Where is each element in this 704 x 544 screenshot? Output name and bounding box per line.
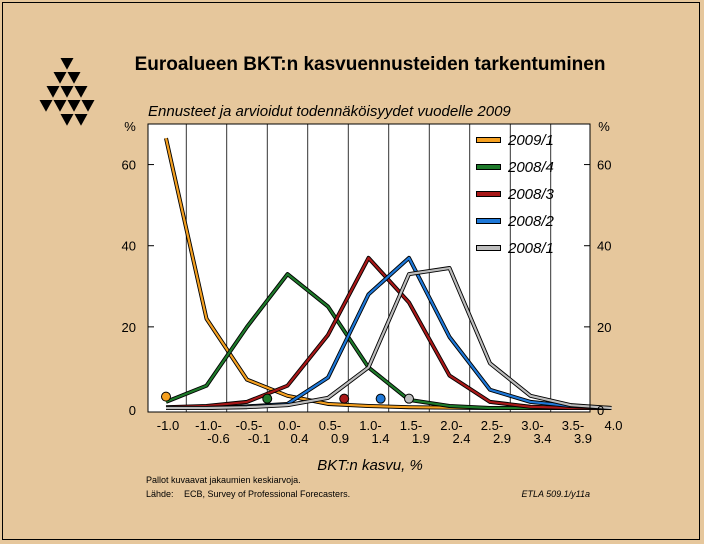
x-tick-label: -1.0 [157,418,179,433]
logo-triangle [60,86,74,98]
y-tick-label-left: 60 [122,158,136,173]
x-tick-label-second-line: 1.4 [371,431,389,446]
logo-triangle [74,86,88,98]
logo-triangle [67,100,81,112]
mean-marker-2008-1 [404,393,414,404]
mean-marker-2009-1 [161,391,171,402]
x-tick-label: 2.0- [440,418,462,433]
series-layer [164,137,612,410]
x-tick-label-second-line: 0.4 [290,431,308,446]
y-tick-label-right: 60 [597,158,611,173]
logo-triangle [74,114,88,126]
x-tick-label: -1.0- [195,418,222,433]
x-tick-label-second-line: 1.9 [412,431,430,446]
x-tick-label-second-line: -0.6 [207,431,229,446]
x-tick-label-second-line: 3.4 [533,431,551,446]
x-tick-label-second-line: 2.4 [452,431,470,446]
mean-markers [161,391,414,404]
y-tick-label-left: 40 [122,239,136,254]
y-tick-label-right: 0 [597,403,604,418]
legend-label: 2008/1 [507,240,554,257]
series-line-2008-1 [166,266,612,410]
x-tick-label: 2.5- [481,418,503,433]
legend-label: 2008/4 [507,159,554,176]
x-tick-label: 4.0 [604,418,622,433]
legend-label: 2008/3 [507,186,555,203]
logo-triangle [60,114,74,126]
mean-marker-2008-3 [339,393,350,404]
logo-triangle [81,100,95,112]
y-unit-right: % [598,119,610,134]
y-tick-label-left: 20 [122,320,136,335]
y-tick-label-right: 20 [597,320,611,335]
chart-code: ETLA 509.1/y11a [521,489,590,499]
y-unit-left: % [124,119,136,134]
y-axis-right: % 0 20 40 60 [584,119,611,418]
x-axis: -1.0 -1.0--0.6 -0.5--0.1 0.0-0.4 0.5-0.9 1.0-… [157,418,623,446]
x-tick-label: 3.0- [521,418,543,433]
x-tick-label: 1.0- [359,418,381,433]
y-tick-label-right: 40 [597,239,611,254]
mean-marker-2008-2 [375,393,386,404]
x-tick-label-second-line: 3.9 [574,431,592,446]
x-tick-label: -0.5- [236,418,263,433]
legend-label: 2009/1 [507,132,554,149]
x-tick-label-second-line: -0.1 [248,431,270,446]
legend: 2009/1 2008/4 2008/3 2008/2 2008/1 [476,132,555,257]
x-tick-label: 1.5- [400,418,422,433]
vertical-gridlines [185,124,552,412]
x-tick-label: 0.0- [278,418,300,433]
y-tick-label-left: 0 [129,403,136,418]
logo-triangle [53,100,67,112]
x-tick-label: 3.5- [562,418,584,433]
x-tick-label-second-line: 0.9 [331,431,349,446]
chart-subtitle: Ennusteet ja arvioidut todennäköisyydet … [148,103,511,120]
logo-triangle [46,86,60,98]
x-axis-label: BKT:n kasvu, % [317,457,423,474]
legend-label: 2008/2 [507,213,555,230]
series-line-2008-3 [165,256,612,410]
etla-logo-icon [39,58,95,126]
chart-title: Euroalueen BKT:n kasvuennusteiden tarken… [135,54,606,75]
footnote-means: Pallot kuvaavat jakaumien keskiarvoja. [146,475,301,485]
plot-border [147,123,591,413]
x-tick-label: 0.5- [319,418,341,433]
source-text: ECB, Survey of Professional Forecasters. [184,489,350,499]
logo-triangle [60,58,74,70]
mean-marker-2008-4 [262,393,273,404]
logo-triangle [39,100,53,112]
logo-triangle [53,72,67,84]
y-axis-left: % 0 20 40 60 [122,119,154,418]
logo-triangle [67,72,81,84]
x-tick-label-second-line: 2.9 [493,431,511,446]
source-label: Lähde: [146,489,174,499]
